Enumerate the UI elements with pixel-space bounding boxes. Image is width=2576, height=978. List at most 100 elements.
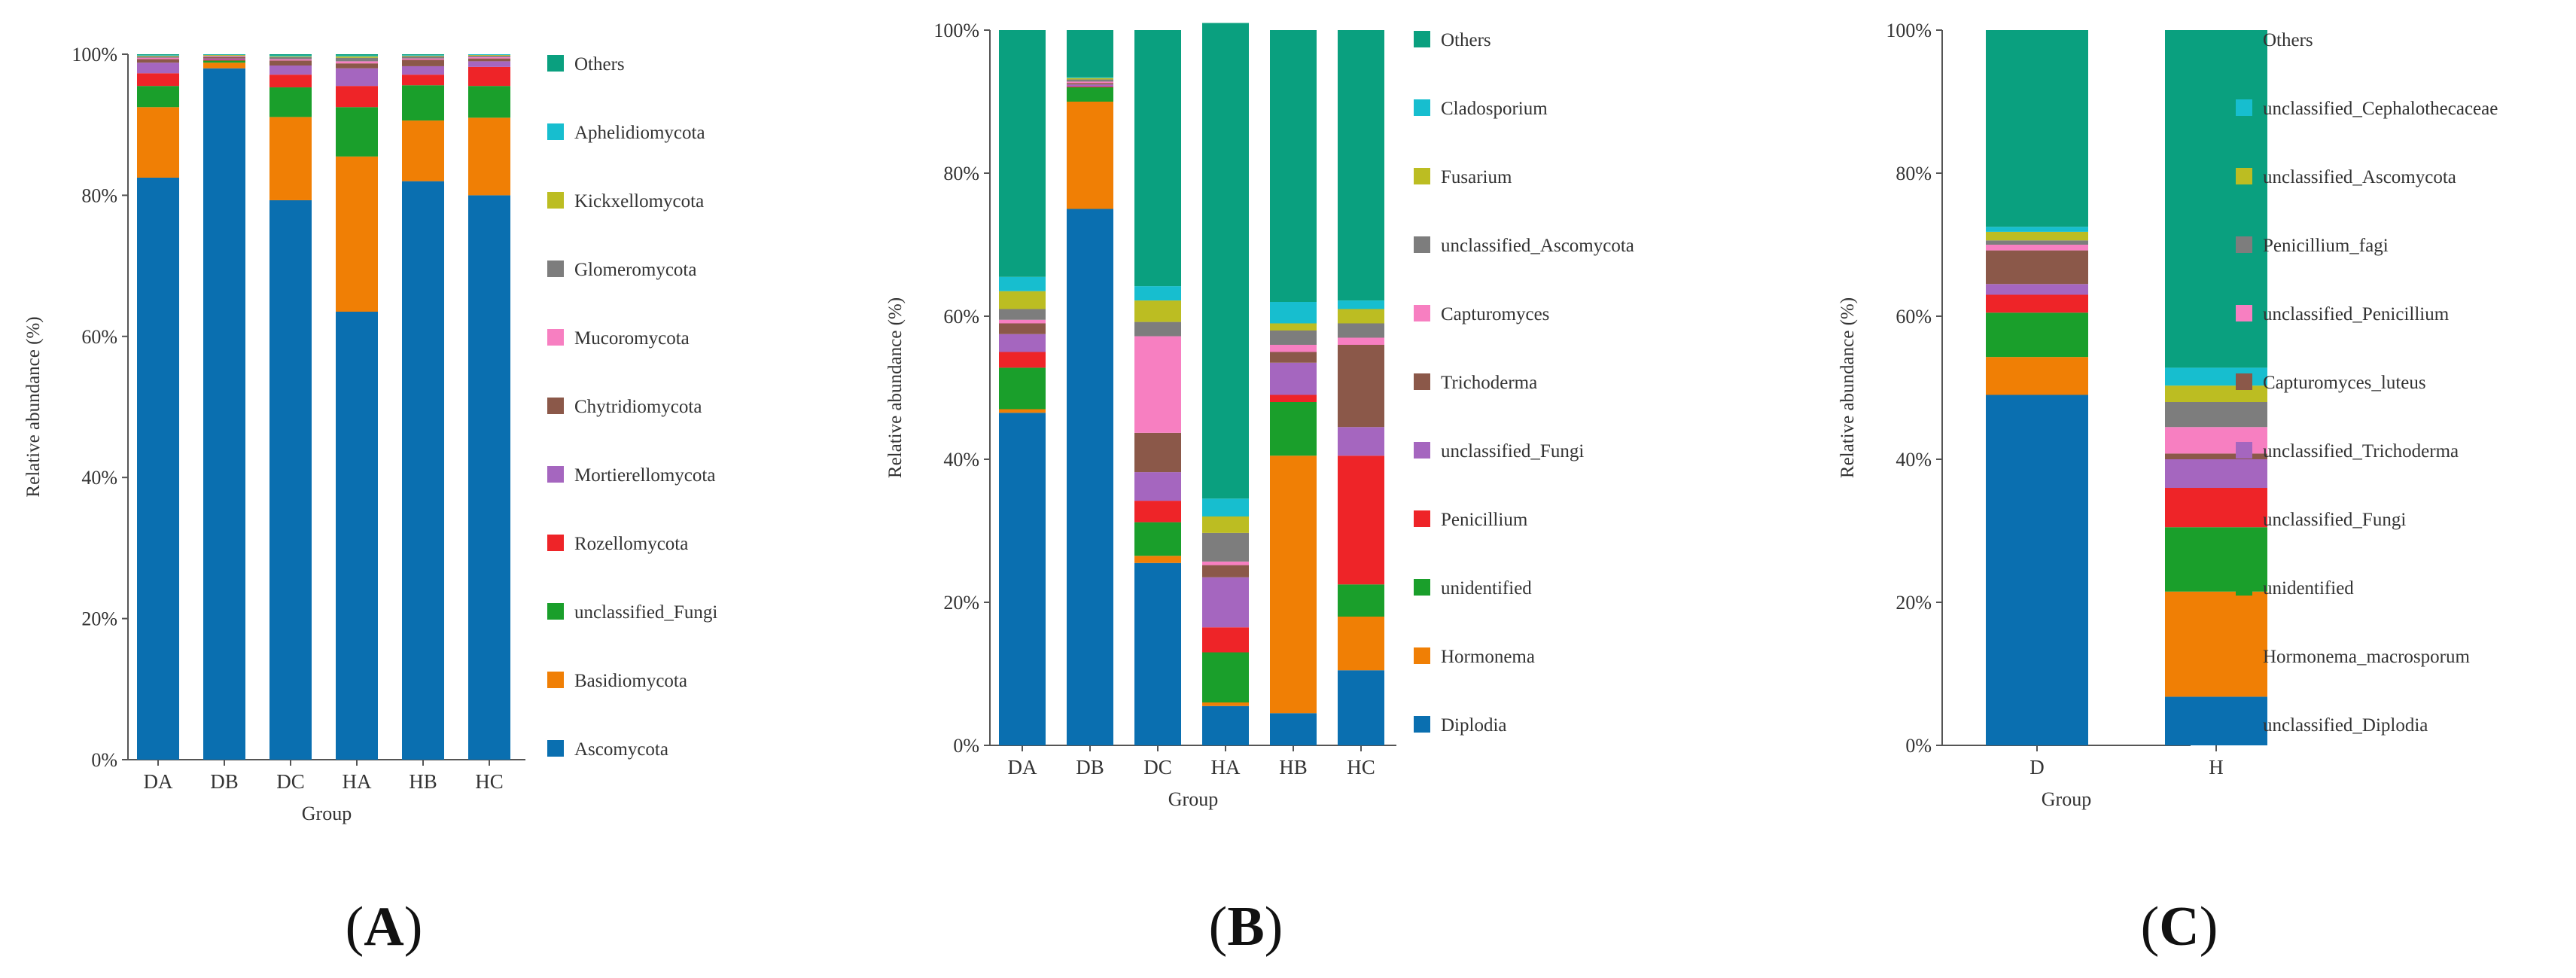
x-tick-label: HB	[1279, 756, 1308, 778]
legend-label-Diplodia: Diplodia	[1441, 715, 1507, 736]
bar-segment-HC-Fusarium	[1338, 309, 1384, 324]
bar-segment-HC-Trichoderma	[1338, 345, 1384, 428]
legend-label-Penicillium: Penicillium	[1441, 510, 1528, 530]
bar-segment-DB-Trichoderma	[1067, 83, 1113, 85]
legend-swatch-Glomeromycota	[547, 260, 564, 277]
bar-segment-HB-Rozellomycota	[402, 75, 444, 86]
bar-segment-HA-Rozellomycota	[336, 86, 378, 108]
legend-swatch-Hormonema	[1414, 647, 1430, 664]
y-tick-label: 100%	[1886, 20, 1932, 41]
bar-segment-DC-unidentified	[1134, 522, 1181, 556]
bar-segment-DC-Mortierellomycota	[269, 65, 312, 75]
bar-segment-D-unidentified	[1986, 312, 2088, 358]
bar-segment-DA-Hormonema	[999, 409, 1046, 413]
bar-segment-HB-Others	[1270, 30, 1317, 302]
legend-swatch-unclassified_Cephalothecaceae	[2236, 99, 2252, 116]
bar-segment-H-Penicillium_fagi	[2165, 402, 2267, 428]
bar-segment-HC-Penicillium	[1338, 455, 1384, 585]
bar-segment-HC-Cladosporium	[1338, 300, 1384, 309]
legend-swatch-unclassified_Fungi	[1414, 442, 1430, 459]
bar-segment-HA-Mucoromycota	[336, 61, 378, 64]
bar-segment-DA-Rozellomycota	[137, 73, 179, 87]
chart-panel-A: 0% 20% 40% 60% 80% 100% Relative abundance (%)…	[23, 44, 717, 958]
bar-segment-HB-unclassified_Ascomycota	[1270, 331, 1317, 345]
bar-segment-DA-unclassified_Fungi	[999, 334, 1046, 352]
y-tick-label: 0%	[91, 749, 117, 771]
bar-segment-D-unclassified_Fungi	[1986, 294, 2088, 313]
bar-segment-DB-Hormonema	[1067, 102, 1113, 209]
y-tick-label: 100%	[933, 20, 979, 41]
bar-segment-HB-Mucoromycota	[402, 58, 444, 60]
x-tick-label: DA	[1008, 756, 1037, 778]
bar-segment-HC-Kickxellomycota	[468, 54, 510, 56]
bar-segment-DC-Rozellomycota	[269, 75, 312, 88]
legend-swatch-Others	[547, 55, 564, 72]
bar-segment-HA-Others	[336, 54, 378, 56]
bar-segment-HC-unclassified_Ascomycota	[1338, 323, 1384, 338]
bar-segment-DA-Penicillium	[999, 352, 1046, 368]
bar-segment-DA-Trichoderma	[999, 323, 1046, 334]
legend-label-Ascomycota: Ascomycota	[574, 739, 668, 760]
bar-segment-HA-Kickxellomycota	[336, 56, 378, 58]
bar-segment-DB-unclassified_Fungi	[203, 60, 245, 63]
bar-segment-DA-Cladosporium	[999, 276, 1046, 291]
legend-swatch-unclassified_Ascomycota	[2236, 168, 2252, 184]
bar-segment-DB-Others	[1067, 30, 1113, 78]
legend-swatch-unclassified_Fungi	[547, 603, 564, 620]
bar-segment-HA-Fusarium	[1202, 516, 1249, 533]
bar-segment-DB-Diplodia	[1067, 209, 1113, 745]
x-axis-title: Group	[302, 803, 352, 824]
legend-swatch-unidentified	[1414, 579, 1430, 596]
y-tick-label: 20%	[943, 592, 979, 614]
bar-segment-D-unclassified_Diplodia	[1986, 395, 2088, 745]
bar-segment-DC-Mucoromycota	[269, 59, 312, 61]
bar-segment-D-unclassified_Ascomycota	[1986, 231, 2088, 241]
bar-segment-DB-Capturomyces	[1067, 81, 1113, 84]
bar-segment-HC-Others	[1338, 30, 1384, 301]
bar-segment-HC-Capturomyces	[1338, 337, 1384, 345]
y-axis-title: Relative abundance (%)	[23, 316, 44, 497]
bar-segment-DA-Capturomyces	[999, 319, 1046, 324]
bar-segment-DC-Capturomyces	[1134, 336, 1181, 433]
legend-label-unclassified_Fungi: unclassified_Fungi	[1441, 441, 1584, 462]
legend-label-unclassified_Fungi: unclassified_Fungi	[2263, 510, 2406, 530]
legend-label-Others: Others	[574, 54, 625, 75]
legend-swatch-Hormonema_macrosporum	[2236, 647, 2252, 664]
legend-label-unidentified: unidentified	[1441, 578, 1532, 599]
legend-label-Kickxellomycota: Kickxellomycota	[574, 191, 704, 212]
bar-segment-DA-Mortierellomycota	[137, 62, 179, 74]
legend-swatch-Basidiomycota	[547, 672, 564, 688]
x-tick-label: HC	[475, 770, 504, 793]
legend-swatch-unclassified_Trichoderma	[2236, 442, 2252, 459]
legend-label-unclassified_Ascomycota: unclassified_Ascomycota	[1441, 236, 1634, 256]
legend-label-Penicillium_fagi: Penicillium_fagi	[2263, 236, 2389, 256]
bar-segment-DC-Others	[269, 54, 312, 56]
bar-segment-HB-Fusarium	[1270, 323, 1317, 331]
bar-segment-DC-unclassified_Fungi	[1134, 472, 1181, 501]
legend-swatch-unclassified_Diplodia	[2236, 716, 2252, 733]
bar-segment-DB-Mucoromycota	[203, 56, 245, 57]
bar-segment-DB-unclassified_Fungi	[1067, 84, 1113, 87]
x-axis-title: Group	[2042, 788, 2091, 810]
bar-segment-HC-Basidiomycota	[468, 117, 510, 196]
bar-segment-HC-unclassified_Fungi	[468, 86, 510, 118]
bar-segment-DC-Fusarium	[1134, 300, 1181, 322]
x-tick-label: DA	[144, 770, 173, 793]
bar-segment-HA-Ascomycota	[336, 312, 378, 760]
legend-swatch-Ascomycota	[547, 740, 564, 757]
legend-swatch-Mucoromycota	[547, 329, 564, 346]
bar-segment-DA-unclassified_Ascomycota	[999, 309, 1046, 320]
bar-segment-DA-Others	[137, 54, 179, 55]
y-tick-label: 40%	[81, 467, 117, 489]
bar-segment-HB-Ascomycota	[402, 181, 444, 760]
y-tick-label: 60%	[81, 326, 117, 348]
bar-segment-D-unclassified_Penicillium	[1986, 245, 2088, 251]
bar-segment-HA-Cladosporium	[1202, 498, 1249, 516]
legend-label-Hormonema_macrosporum: Hormonema_macrosporum	[2263, 647, 2470, 667]
bar-segment-HA-Glomeromycota	[336, 57, 378, 62]
legend-label-Trichoderma: Trichoderma	[1441, 373, 1537, 393]
legend-swatch-unclassified_Ascomycota	[1414, 236, 1430, 253]
bar-segment-HA-unclassified_Ascomycota	[1202, 532, 1249, 562]
bar-segment-DC-Kickxellomycota	[269, 56, 312, 57]
